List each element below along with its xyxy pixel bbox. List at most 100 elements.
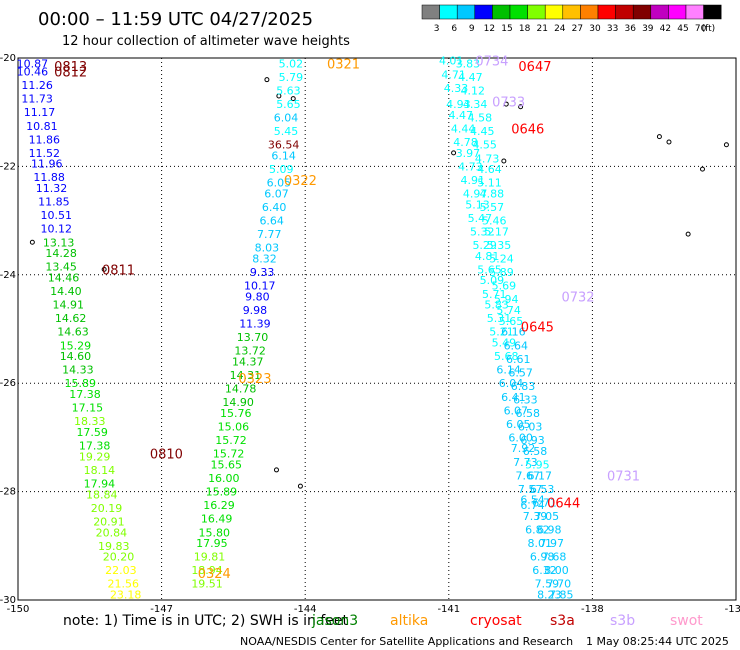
wave-height-label: 7.73: [513, 456, 538, 469]
wave-height-label: 36.54: [268, 139, 300, 152]
wave-height-label: 6.14: [271, 150, 296, 163]
wave-height-label: 10.51: [41, 209, 73, 222]
wave-height-label: 4.73: [475, 152, 500, 165]
wave-height-label: 4.73: [458, 160, 483, 173]
wave-height-label: 4.93: [446, 98, 471, 111]
pass-time-label: 0646: [511, 122, 544, 137]
note-text: note: 1) Time is in UTC; 2) SWH is in fe…: [63, 613, 349, 629]
pass-time-label: 0324: [198, 567, 231, 582]
wave-height-label: 7.85: [549, 589, 574, 602]
y-tick-label: -20: [0, 53, 16, 64]
wave-height-label: 5.63: [276, 85, 301, 98]
color-scale-swatch: [456, 4, 476, 20]
footer-time: 1 May 08:25:44 UTC 2025: [586, 635, 729, 648]
wave-height-label: 5.11: [477, 177, 502, 190]
wave-height-label: 17.15: [72, 402, 104, 415]
wave-height-label: 6.53: [530, 483, 555, 496]
x-tick-label: -141: [437, 604, 460, 615]
wave-height-label: 10.87: [17, 57, 49, 70]
color-scale-swatch: [685, 4, 704, 20]
wave-height-label: 5.09: [269, 163, 294, 176]
wave-height-label: 6.00: [508, 431, 533, 444]
wave-height-label: 4.78: [453, 136, 478, 149]
color-scale-label: 42: [660, 24, 671, 34]
wave-height-label: 14.62: [55, 312, 87, 325]
wave-height-label: 6.16: [501, 326, 526, 339]
wave-height-label: 17.95: [196, 537, 228, 550]
land-island: [501, 158, 507, 164]
wave-height-label: 15.65: [210, 459, 242, 472]
wave-height-label: 5.02: [279, 57, 304, 70]
wave-height-label: 5.09: [480, 274, 505, 287]
pass-time-label: 0813: [54, 60, 87, 75]
wave-height-label: 17.94: [84, 477, 116, 490]
color-scale-swatch: [703, 4, 722, 20]
wave-height-label: 4.97: [463, 188, 488, 201]
wave-height-label: 5.79: [279, 71, 304, 84]
wave-height-label: 6.17: [527, 469, 552, 482]
wave-height-label: 3.97: [456, 147, 481, 160]
wave-height-label: 4.33: [444, 82, 469, 95]
wave-height-label: 15.06: [218, 421, 250, 434]
color-scale-label: 70: [695, 24, 707, 34]
wave-height-label: 4.58: [468, 112, 493, 125]
x-tick-label: -138: [581, 604, 604, 615]
land-island: [699, 166, 705, 172]
wave-height-label: 11.52: [29, 147, 61, 160]
wave-height-label: 14.90: [222, 396, 254, 409]
wave-height-label: 20.20: [103, 551, 135, 564]
wave-height-label: 11.26: [21, 79, 53, 92]
pass-time-label: 0322: [284, 174, 317, 189]
wave-height-label: 6.74: [520, 499, 545, 512]
wave-height-label: 17.59: [76, 426, 108, 439]
pass-time-label: 0811: [102, 263, 135, 278]
color-scale-label: 33: [607, 24, 618, 34]
wave-height-label: 18.94: [191, 564, 223, 577]
land-island: [503, 101, 509, 107]
wave-height-label: 11.85: [38, 196, 70, 209]
wave-height-label: 14.63: [57, 326, 89, 339]
wave-height-label: 6.98: [537, 524, 562, 537]
wave-height-label: 5.71: [482, 288, 507, 301]
wave-height-label: 6.57: [508, 366, 533, 379]
land-island: [276, 93, 282, 99]
satellite-legend-item: cryosat: [470, 613, 522, 629]
wave-height-label: 4.47: [458, 71, 483, 84]
color-scale-label: 15: [501, 24, 512, 34]
wave-height-label: 10.46: [17, 66, 49, 79]
wave-height-label: 6.07: [504, 404, 529, 417]
wave-height-label: 4.01: [439, 55, 464, 68]
wave-height-label: 7.39: [523, 510, 548, 523]
wave-height-label: 7.77: [257, 228, 282, 241]
color-scale-swatch: [632, 4, 652, 20]
color-scale-label: 45: [677, 24, 688, 34]
wave-height-label: 7.67: [516, 469, 541, 482]
wave-height-label: 18.33: [74, 415, 106, 428]
wave-height-label: 19.81: [194, 551, 226, 564]
wave-height-label: 19.29: [79, 450, 111, 463]
land-island: [297, 483, 303, 489]
wave-height-label: 5.65: [276, 98, 301, 111]
color-scale-swatch: [527, 4, 546, 20]
satellite-legend-item: jason3: [311, 613, 358, 629]
wave-height-label: 9.98: [243, 304, 268, 317]
wave-height-label: 5.24: [489, 253, 514, 266]
chart-subtitle: 12 hour collection of altimeter wave hei…: [62, 34, 350, 49]
wave-height-label: 4.55: [472, 139, 497, 152]
wave-height-label: 6.04: [274, 112, 299, 125]
wave-height-label: 14.37: [232, 356, 264, 369]
color-scale-swatch: [597, 4, 616, 20]
color-scale-label: 6: [451, 24, 457, 34]
data-points: 10.8710.4611.2611.7311.1710.8111.8611.52…: [17, 55, 574, 602]
wave-height-label: 5.94: [494, 293, 519, 306]
satellite-legend-item: s3b: [610, 613, 635, 629]
wave-height-label: 5.69: [492, 280, 517, 293]
wave-height-label: 6.32: [532, 564, 557, 577]
wave-height-label: 5.35: [487, 239, 512, 252]
wave-height-label: 6.03: [518, 421, 543, 434]
land-island: [290, 96, 296, 102]
wave-height-label: 5.17: [484, 225, 509, 238]
wave-height-label: 6.40: [262, 201, 287, 214]
